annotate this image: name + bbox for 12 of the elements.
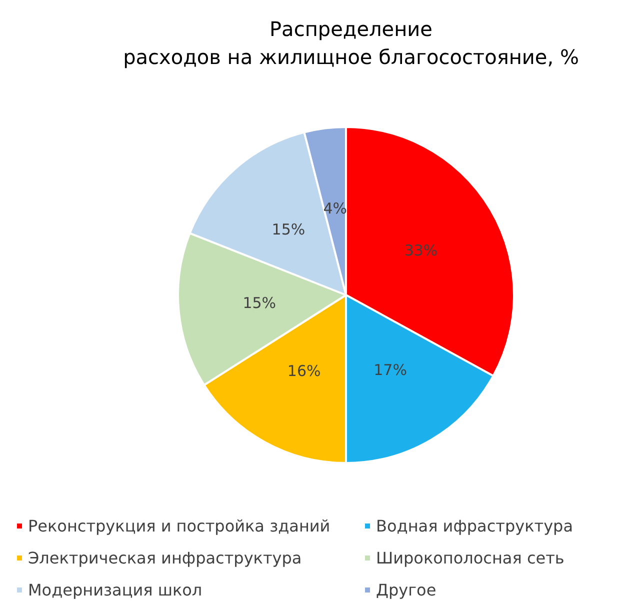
legend-label: Другое	[376, 580, 436, 600]
data-label: 16%	[287, 362, 321, 380]
chart-title: Распределение расходов на жилищное благосостояние, %	[123, 17, 579, 69]
data-label: 15%	[272, 220, 306, 239]
data-label: 33%	[404, 242, 438, 260]
data-label: 17%	[374, 360, 407, 379]
data-label: 15%	[242, 294, 276, 312]
legend-label: Широкополосная сеть	[376, 548, 564, 568]
legend-label: Электрическая инфраструктура	[28, 548, 302, 568]
legend-label: Реконструкция и постройка зданий	[28, 516, 330, 536]
legend-label: Модернизация школ	[28, 580, 202, 600]
legend-label: Водная ифраструктура	[376, 516, 573, 536]
